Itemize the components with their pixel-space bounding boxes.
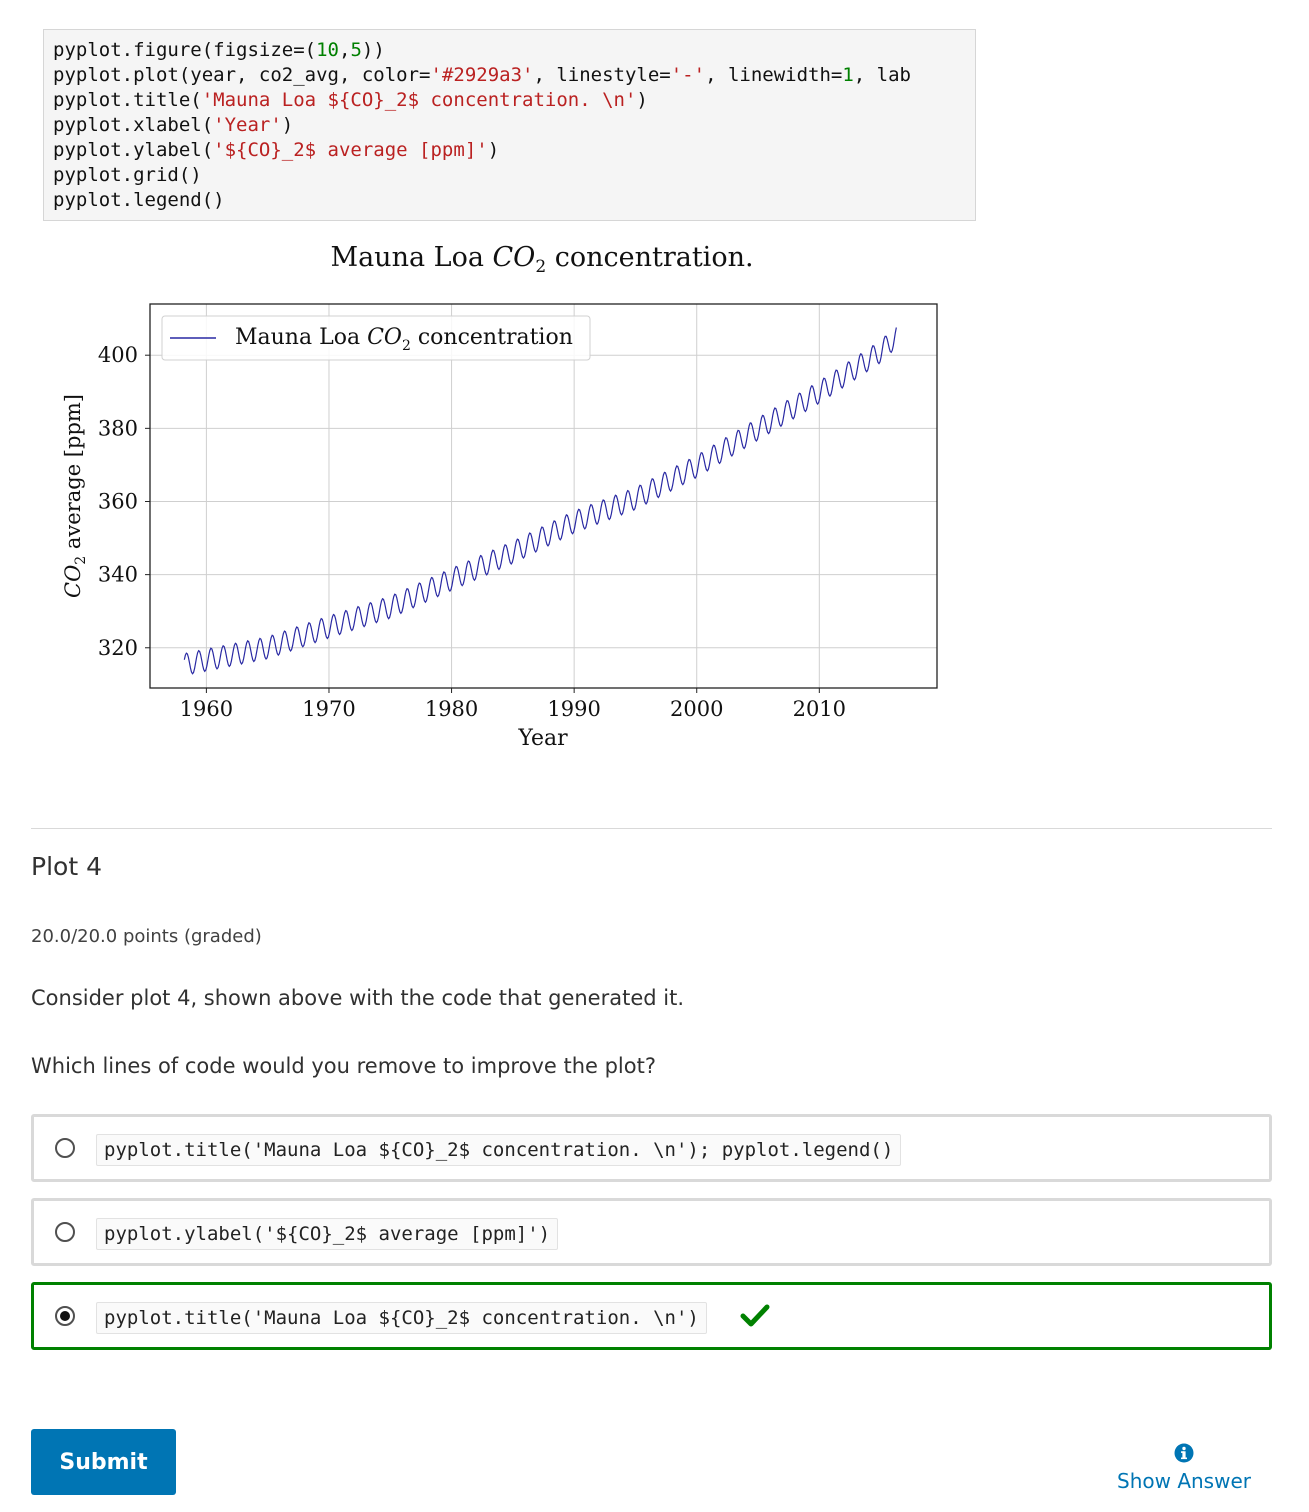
code-line: pyplot.legend(): [53, 188, 975, 213]
code-token: ,: [339, 39, 351, 61]
x-tick-label: 1970: [302, 697, 355, 721]
code-token: '-': [670, 64, 706, 86]
y-tick-label: 360: [98, 489, 138, 513]
code-token: '#2929a3': [430, 64, 534, 86]
info-icon: [1174, 1443, 1194, 1463]
code-line: pyplot.ylabel('${CO}_2$ average [ppm]'): [53, 138, 975, 163]
code-token: pyplot.xlabel(: [53, 114, 214, 136]
code-token: pyplot.plot(year, co2_avg, color=: [53, 64, 431, 86]
x-tick-label: 2010: [793, 697, 846, 721]
choice-option-1[interactable]: pyplot.title('Mauna Loa ${CO}_2$ concent…: [31, 1114, 1272, 1182]
y-tick-label: 320: [98, 636, 138, 660]
code-token: ): [487, 139, 500, 161]
code-token: '${CO}_2$ average [ppm]': [213, 139, 488, 161]
checkmark-icon: [740, 1304, 770, 1327]
legend-entry: Mauna Loa CO2 concentration: [235, 325, 573, 354]
code-line: pyplot.plot(year, co2_avg, color='#2929a…: [53, 63, 975, 88]
show-answer-label: Show Answer: [1117, 1469, 1251, 1493]
x-tick-label: 1960: [180, 697, 233, 721]
x-axis-label: Year: [517, 726, 568, 751]
points-status: 20.0/20.0 points (graded): [31, 926, 262, 947]
code-token: 1: [842, 64, 854, 86]
chart-legend: Mauna Loa CO2 concentration: [161, 315, 591, 361]
x-tick-label: 1980: [425, 697, 478, 721]
x-tick-label: 2000: [670, 697, 723, 721]
problem-title: Plot 4: [31, 852, 102, 881]
choice-label: pyplot.ylabel('${CO}_2$ average [ppm]'): [96, 1218, 559, 1250]
code-token: , lab: [853, 64, 911, 86]
y-axis-label: CO2 average [ppm]: [61, 394, 89, 598]
section-divider: [31, 828, 1272, 829]
code-cell: pyplot.figure(figsize=(10,5)) pyplot.plot…: [43, 29, 976, 221]
problem-question: Which lines of code would you remove to …: [31, 1054, 656, 1078]
code-token: )): [361, 39, 385, 61]
code-block: pyplot.figure(figsize=(10,5)) pyplot.plot…: [44, 30, 975, 213]
radio-button[interactable]: [55, 1222, 75, 1242]
code-token: 10: [316, 39, 339, 61]
chart-title: Mauna Loa CO2 concentration.: [330, 242, 753, 277]
code-token: pyplot.figure(figsize=(: [53, 39, 317, 61]
code-token: pyplot.grid(): [53, 164, 202, 186]
code-token: 5: [350, 39, 362, 61]
choice-label: pyplot.title('Mauna Loa ${CO}_2$ concent…: [96, 1302, 707, 1334]
axis-ticks: 1960 1970 1980 1990 2000 2010 320 340 360 380 400: [98, 343, 846, 721]
code-token: , linewidth=: [705, 64, 843, 86]
y-tick-label: 340: [98, 563, 138, 587]
code-line: pyplot.grid(): [53, 163, 975, 188]
co2-line-chart: Mauna Loa CO2 concentration. 1960 1970 198…: [61, 242, 938, 751]
x-tick-label: 1990: [547, 697, 600, 721]
choice-option-3[interactable]: pyplot.title('Mauna Loa ${CO}_2$ concent…: [31, 1282, 1272, 1350]
code-token: pyplot.title(: [53, 89, 202, 111]
code-token: , linestyle=: [533, 64, 671, 86]
code-token: 'Year': [213, 114, 282, 136]
submit-button[interactable]: Submit: [31, 1429, 176, 1495]
choice-option-2[interactable]: pyplot.ylabel('${CO}_2$ average [ppm]'): [31, 1198, 1272, 1266]
problem-prompt: Consider plot 4, shown above with the co…: [31, 986, 685, 1010]
co2-series-line: [183, 327, 897, 675]
code-token: pyplot.ylabel(: [53, 139, 214, 161]
code-token: ): [281, 114, 294, 136]
code-token: ): [636, 89, 648, 111]
code-line: pyplot.title('Mauna Loa ${CO}_2$ concent…: [53, 88, 975, 113]
code-token: pyplot.legend(): [53, 189, 225, 211]
chart-grid: [150, 304, 937, 688]
code-line: pyplot.figure(figsize=(10,5)): [53, 38, 975, 63]
plot-area-frame: [149, 303, 938, 689]
code-line: pyplot.xlabel('Year'): [53, 113, 975, 138]
y-tick-label: 380: [98, 416, 138, 440]
radio-button-selected[interactable]: [55, 1306, 75, 1326]
radio-button[interactable]: [55, 1138, 75, 1158]
choice-label: pyplot.title('Mauna Loa ${CO}_2$ concent…: [96, 1134, 902, 1166]
show-answer-button[interactable]: Show Answer: [1110, 1443, 1258, 1493]
y-tick-label: 400: [98, 343, 138, 367]
code-token: 'Mauna Loa ${CO}_2$ concentration. \n': [201, 89, 637, 111]
